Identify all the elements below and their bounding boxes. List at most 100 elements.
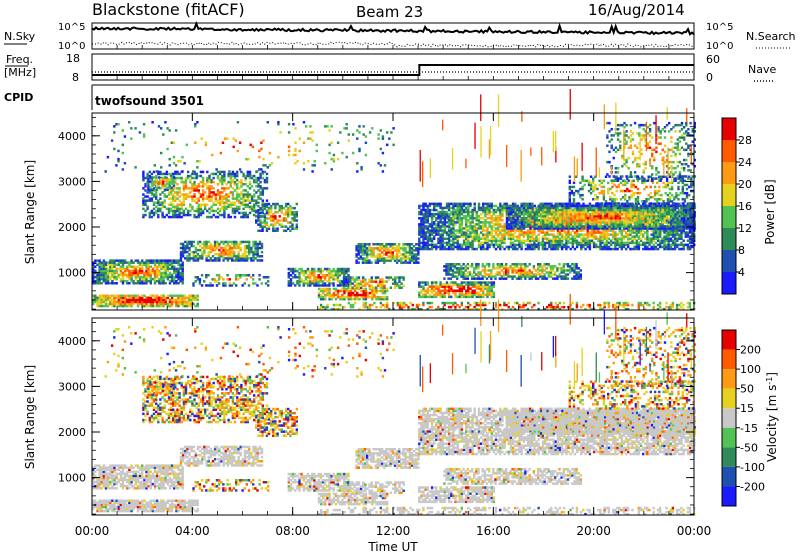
power-cell <box>420 208 423 212</box>
power-cell <box>132 294 135 297</box>
power-cell <box>160 267 163 271</box>
power-cell <box>435 227 438 230</box>
power-cell <box>284 209 288 212</box>
power-cell <box>343 284 346 287</box>
power-cell <box>176 176 179 180</box>
power-cell <box>565 241 568 245</box>
power-cell <box>499 217 502 220</box>
power-cell <box>255 176 258 180</box>
power-cell <box>546 247 549 251</box>
power-cell <box>181 255 185 258</box>
power-cell <box>190 302 193 306</box>
power-cell <box>441 237 444 240</box>
power-cell <box>92 300 95 304</box>
power-cell <box>422 243 425 247</box>
power-cell <box>684 231 687 234</box>
power-cell <box>477 206 481 210</box>
power-cell <box>490 210 493 214</box>
power-cell <box>311 267 314 271</box>
power-cell <box>433 237 436 240</box>
power-cell <box>167 197 171 200</box>
power-cell <box>479 208 483 212</box>
power-cell <box>514 227 517 230</box>
power-cell <box>199 185 203 188</box>
power-cell <box>207 250 210 254</box>
power-cell <box>376 255 380 258</box>
power-cell <box>319 271 322 275</box>
power-cell <box>490 217 493 220</box>
power-cell <box>567 241 570 245</box>
power-cell <box>146 176 149 180</box>
power-cell <box>370 247 373 250</box>
power-cell <box>144 185 147 188</box>
power-cell <box>343 289 346 293</box>
power-cell <box>181 242 185 246</box>
power-cell <box>543 206 547 210</box>
power-cell <box>156 296 159 299</box>
power-cell <box>179 246 183 250</box>
power-cell <box>263 219 266 222</box>
power-cell <box>102 273 106 277</box>
power-cell <box>222 253 225 256</box>
power-cell <box>194 246 198 250</box>
power-cell <box>676 243 679 247</box>
power-cell <box>111 269 114 273</box>
power-cell <box>501 235 504 238</box>
power-cell <box>147 188 150 191</box>
power-cell <box>400 257 403 260</box>
power-cell <box>146 172 149 176</box>
power-cell <box>248 248 251 252</box>
power-cell <box>182 180 186 184</box>
power-cell <box>424 202 427 206</box>
power-cell <box>374 276 378 279</box>
power-cell <box>210 207 213 211</box>
power-cell <box>200 284 204 287</box>
power-cell <box>469 210 472 214</box>
power-cell <box>558 239 562 242</box>
power-cell <box>253 207 256 211</box>
power-cell <box>250 195 254 198</box>
power-cell <box>261 191 264 194</box>
power-cell <box>181 279 184 283</box>
power-cell <box>486 247 489 251</box>
power-cell <box>149 304 152 308</box>
power-cell <box>428 239 432 242</box>
power-cell <box>134 275 137 279</box>
power-cell <box>560 235 564 238</box>
power-cell <box>400 259 403 262</box>
power-cell <box>486 212 489 216</box>
power-cell <box>270 217 273 220</box>
power-cell <box>420 227 423 230</box>
power-cell <box>486 239 489 242</box>
power-cell <box>193 172 196 176</box>
power-cell <box>618 237 621 240</box>
power-cell <box>541 245 545 249</box>
power-cell <box>132 273 135 277</box>
power-cell <box>338 282 342 285</box>
power-cell <box>144 209 147 213</box>
power-cell <box>188 248 191 252</box>
power-cell <box>482 206 485 210</box>
power-cell <box>556 214 560 218</box>
power-cell <box>569 241 572 245</box>
power-cell <box>121 300 125 304</box>
power-cell <box>166 302 169 306</box>
power-cell <box>92 269 95 273</box>
power-cell <box>439 229 442 232</box>
power-cell <box>170 277 174 281</box>
power-cell <box>225 207 228 211</box>
power-cell <box>106 271 110 275</box>
power-cell <box>267 209 271 212</box>
power-cell <box>447 247 451 251</box>
power-cell <box>391 278 395 281</box>
power-cell <box>556 233 560 236</box>
power-cell <box>526 229 530 232</box>
power-cell <box>433 231 436 234</box>
power-cell <box>138 277 142 281</box>
power-cell <box>302 274 305 277</box>
power-cell <box>160 294 163 297</box>
power-cell <box>567 245 570 249</box>
power-cell <box>465 247 468 251</box>
power-cell <box>458 247 461 251</box>
power-cell <box>256 284 259 287</box>
